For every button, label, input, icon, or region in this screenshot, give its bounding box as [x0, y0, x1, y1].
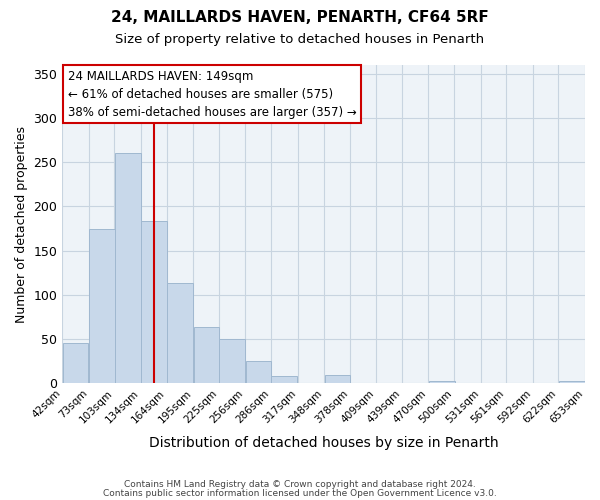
Bar [167, 284, 193, 383]
Bar [219, 339, 245, 383]
Text: 24, MAILLARDS HAVEN, PENARTH, CF64 5RF: 24, MAILLARDS HAVEN, PENARTH, CF64 5RF [111, 10, 489, 25]
Bar [246, 361, 271, 383]
Y-axis label: Number of detached properties: Number of detached properties [15, 126, 28, 322]
Bar [63, 344, 88, 383]
Text: Contains HM Land Registry data © Crown copyright and database right 2024.: Contains HM Land Registry data © Crown c… [124, 480, 476, 489]
Bar [325, 375, 350, 383]
Bar [429, 382, 455, 383]
Bar [194, 328, 219, 383]
Text: Size of property relative to detached houses in Penarth: Size of property relative to detached ho… [115, 32, 485, 46]
Text: Contains public sector information licensed under the Open Government Licence v3: Contains public sector information licen… [103, 488, 497, 498]
Text: 24 MAILLARDS HAVEN: 149sqm
← 61% of detached houses are smaller (575)
38% of sem: 24 MAILLARDS HAVEN: 149sqm ← 61% of deta… [68, 70, 356, 119]
X-axis label: Distribution of detached houses by size in Penarth: Distribution of detached houses by size … [149, 436, 499, 450]
Bar [142, 222, 167, 383]
Bar [115, 154, 140, 383]
Bar [559, 382, 584, 383]
Bar [271, 376, 297, 383]
Bar [89, 228, 115, 383]
